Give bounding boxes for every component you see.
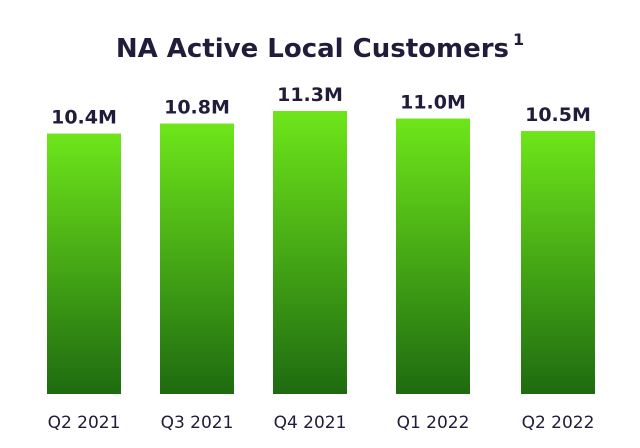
value-label: 11.3M xyxy=(277,84,343,106)
value-label: 10.4M xyxy=(51,107,117,129)
category-label: Q4 2021 xyxy=(274,413,347,433)
value-label: 10.5M xyxy=(525,104,591,126)
bar-q4-2021 xyxy=(273,111,347,394)
bar-q2-2021 xyxy=(47,133,121,394)
category-label: Q2 2021 xyxy=(48,413,121,433)
title-footnote-marker: 1 xyxy=(513,30,525,49)
chart-title-text: NA Active Local Customers xyxy=(115,34,510,64)
bar-q3-2021 xyxy=(160,123,234,394)
value-label: 11.0M xyxy=(400,92,466,114)
bar-q1-2022 xyxy=(396,118,470,394)
value-label: 10.8M xyxy=(164,97,230,119)
bars-layer xyxy=(47,111,595,394)
chart-title: NA Active Local Customers 1 xyxy=(0,30,640,64)
bar-q2-2022 xyxy=(521,131,595,394)
labels-layer: 10.4M Q2 2021 10.8M Q3 2021 11.3M Q4 2021 11.0… xyxy=(48,84,595,433)
category-label: Q2 2022 xyxy=(522,413,595,433)
category-label: Q1 2022 xyxy=(397,413,470,433)
category-label: Q3 2021 xyxy=(161,413,234,433)
